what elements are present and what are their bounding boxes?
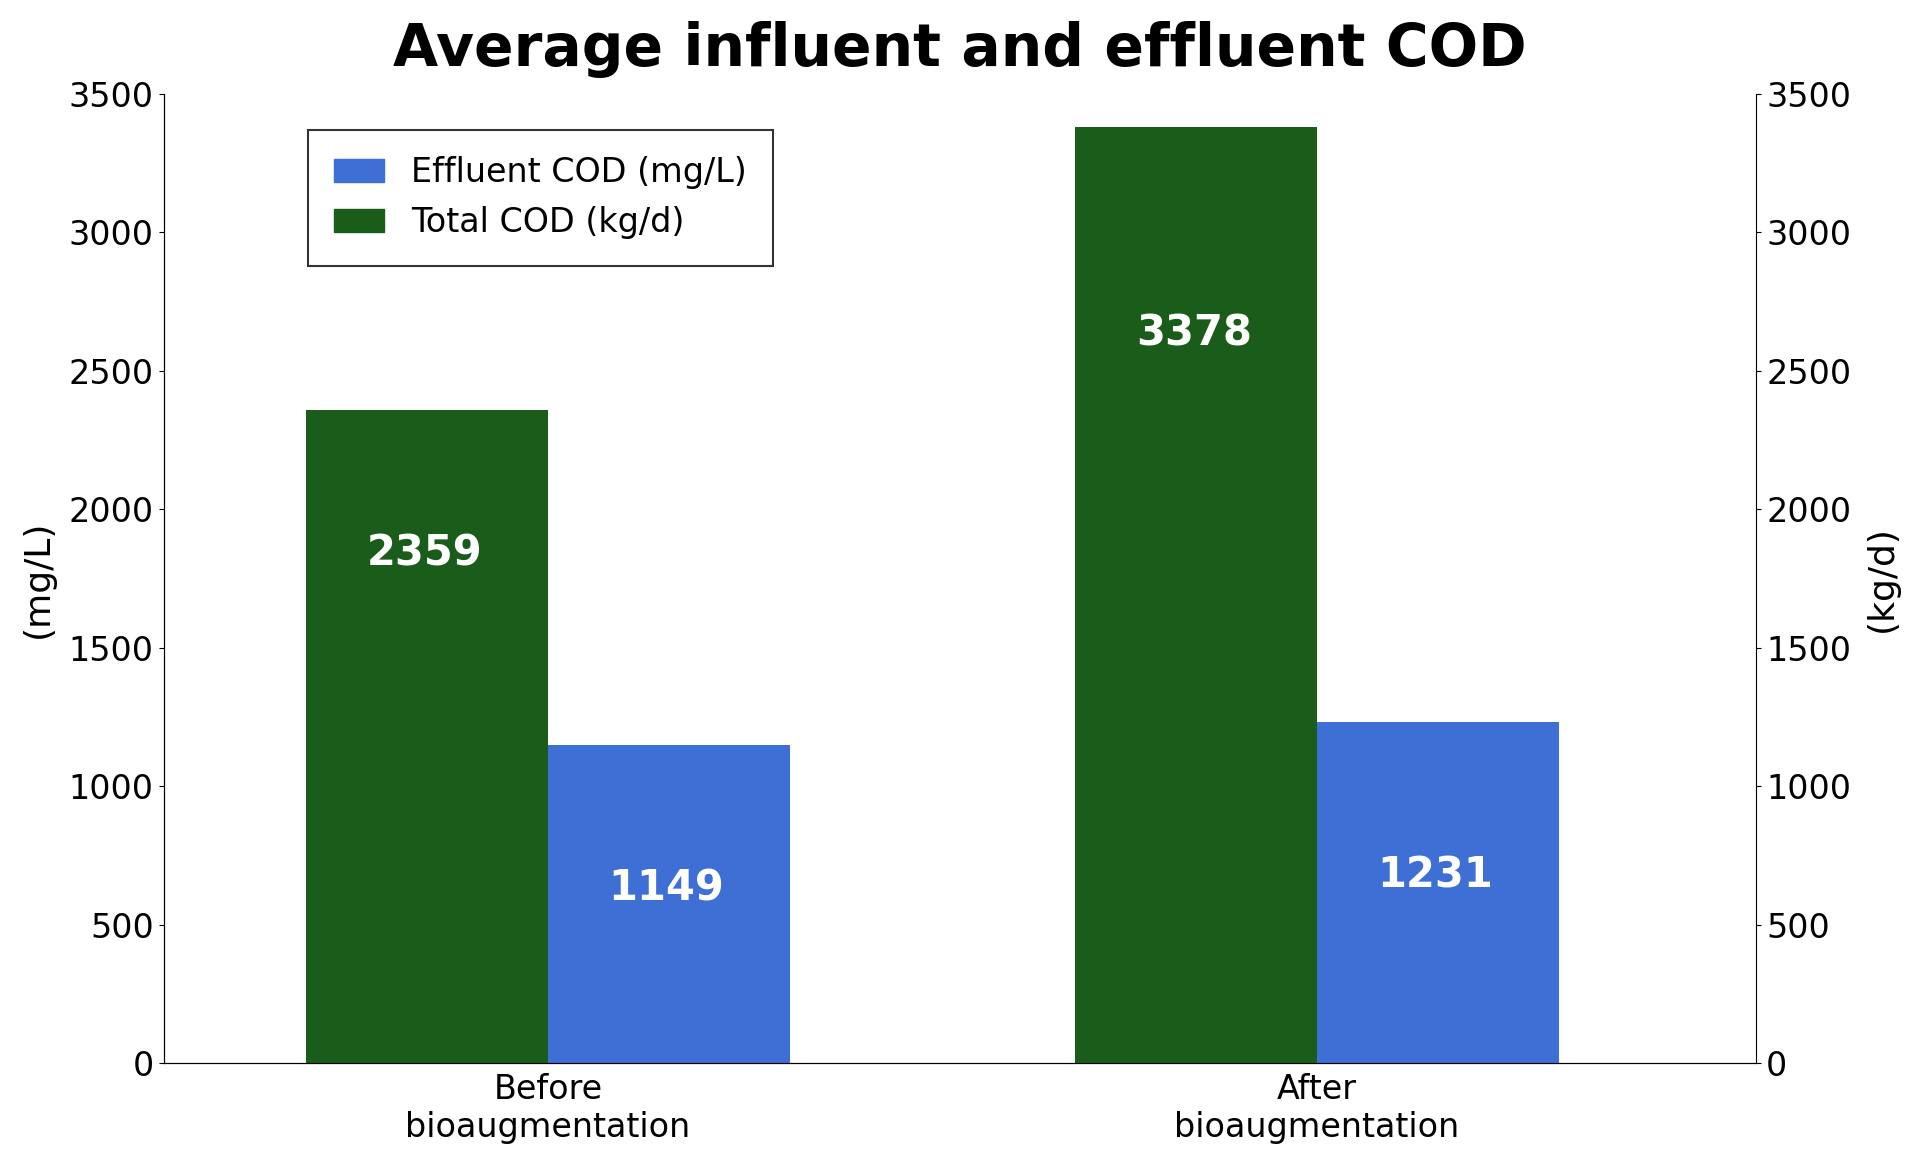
Text: 2359: 2359 bbox=[367, 532, 482, 574]
Text: 1231: 1231 bbox=[1377, 855, 1494, 897]
Title: Average influent and effluent COD: Average influent and effluent COD bbox=[394, 21, 1526, 78]
Bar bbox=[1075, 127, 1317, 1064]
Bar bbox=[307, 410, 547, 1064]
Legend: Effluent COD (mg/L), Total COD (kg/d): Effluent COD (mg/L), Total COD (kg/d) bbox=[307, 129, 774, 266]
Bar bbox=[1317, 722, 1559, 1064]
Text: 3378: 3378 bbox=[1137, 312, 1252, 354]
Bar bbox=[547, 744, 789, 1064]
Y-axis label: (mg/L): (mg/L) bbox=[21, 520, 56, 637]
Y-axis label: (kg/d): (kg/d) bbox=[1864, 525, 1899, 631]
Text: 1149: 1149 bbox=[609, 867, 724, 909]
